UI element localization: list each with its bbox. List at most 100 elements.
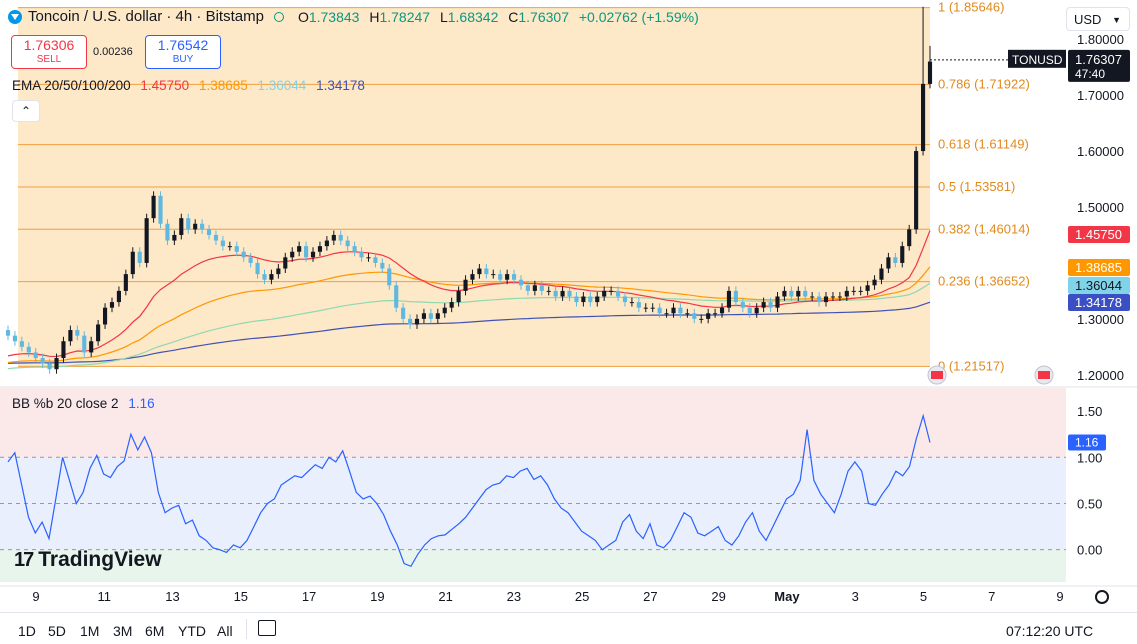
range-1d[interactable]: 1D	[18, 623, 36, 639]
bb-value-tag-text: 1.16	[1075, 436, 1099, 450]
candle	[796, 290, 801, 297]
candle	[747, 307, 752, 314]
x-tick-label: 15	[234, 589, 248, 604]
open-value: 1.73843	[308, 8, 360, 25]
x-tick-label: May	[774, 589, 800, 604]
candle	[262, 274, 267, 280]
candle	[879, 268, 884, 280]
symbol-tag-text: TONUSD	[1012, 53, 1063, 67]
fib-label: 1 (1.85646)	[938, 0, 1005, 15]
symbol-title[interactable]: Toncoin / U.S. dollar · 4h · Bitstamp	[28, 8, 264, 25]
candle	[331, 234, 336, 241]
candle	[220, 240, 225, 247]
candle	[421, 313, 427, 319]
bb-value-tag	[1068, 434, 1106, 451]
bb-tick-label: 0.50	[1077, 496, 1102, 511]
range-5d[interactable]: 5D	[48, 623, 66, 639]
candle	[775, 296, 780, 308]
calendar-icon[interactable]	[258, 620, 276, 636]
range-ytd[interactable]: YTD	[178, 623, 206, 639]
candle	[442, 307, 447, 314]
range-3m[interactable]: 3M	[113, 623, 133, 639]
candle	[768, 302, 773, 308]
candle	[900, 246, 905, 263]
candle	[54, 358, 59, 370]
candle	[498, 274, 503, 280]
candle	[823, 296, 829, 303]
y-tick-label: 1.70000	[1077, 88, 1124, 103]
candle	[276, 268, 281, 275]
price-chart[interactable]: 1 (1.85646) 0.786 (1.71922) 0.618 (1.61149…	[0, 0, 1137, 612]
candle	[317, 246, 323, 252]
candle	[484, 268, 489, 275]
collapse-legend-button[interactable]: ⌃	[12, 100, 40, 122]
range-1m[interactable]: 1M	[80, 623, 100, 639]
candle	[408, 318, 413, 325]
fib-label: 0.382 (1.46014)	[938, 221, 1030, 236]
buy-button[interactable]: 1.76542 BUY	[145, 35, 221, 69]
market-status-icon[interactable]	[273, 11, 284, 22]
candle	[505, 274, 510, 280]
bottom-toolbar: 1D 5D 1M 3M 6M YTD All 07:12:20 UTC	[0, 612, 1137, 644]
candle	[609, 290, 614, 292]
candle	[581, 296, 586, 303]
bb-legend[interactable]: BB %b 20 close 2 1.16	[12, 396, 155, 411]
toolbar-divider	[246, 619, 247, 639]
candle	[75, 330, 80, 336]
candle	[359, 251, 364, 258]
candle	[186, 218, 191, 230]
settings-gear-icon[interactable]	[1095, 590, 1109, 604]
buy-label: BUY	[172, 54, 194, 65]
candle	[602, 290, 607, 297]
candle	[144, 218, 149, 263]
utc-clock[interactable]: 07:12:20 UTC	[1006, 623, 1094, 639]
candle	[872, 279, 877, 286]
candle	[165, 223, 170, 241]
sell-button[interactable]: 1.76306 SELL	[11, 35, 87, 69]
x-tick-label: 27	[643, 589, 657, 604]
buy-price: 1.76542	[157, 37, 209, 53]
candle	[622, 296, 628, 303]
candle	[40, 358, 45, 364]
symbol-tag-bg	[1008, 49, 1066, 68]
ohlc-values: O1.73843 H1.78247 L1.68342 C1.76307 +0.0…	[297, 8, 699, 25]
candle	[151, 195, 156, 219]
ema200-line	[7, 301, 931, 364]
candle	[858, 290, 863, 292]
close-value: 1.76307	[518, 8, 569, 25]
candle	[636, 302, 641, 308]
candle	[511, 274, 517, 280]
x-tick-label: 23	[507, 589, 521, 604]
candle	[699, 318, 704, 320]
candle	[830, 296, 836, 298]
candle	[789, 290, 794, 297]
candle	[158, 195, 163, 224]
candle	[844, 290, 849, 297]
candle	[463, 279, 468, 291]
candle	[380, 262, 385, 269]
candle	[12, 335, 17, 342]
ema-legend[interactable]: EMA 20/50/100/200 1.45750 1.38685 1.3604…	[12, 78, 371, 93]
candle	[719, 307, 725, 314]
candle	[82, 335, 87, 353]
candle	[283, 257, 288, 269]
y-tick-label: 1.50000	[1077, 200, 1124, 215]
price-tag-bg	[1068, 49, 1130, 82]
ema20-value: 1.45750	[140, 78, 190, 93]
candle	[109, 302, 115, 308]
candle	[394, 285, 399, 308]
tradingview-logo[interactable]: 17 TradingView	[14, 548, 162, 572]
candle	[650, 307, 655, 309]
candle	[525, 285, 530, 291]
candle	[19, 341, 24, 347]
candle	[227, 246, 232, 248]
currency-label: USD	[1074, 12, 1102, 27]
currency-select[interactable]: USD ▼	[1066, 7, 1130, 31]
price-tag-value: 1.76307	[1075, 52, 1122, 67]
candle	[865, 285, 870, 291]
tradingview-wordmark: TradingView	[38, 548, 162, 571]
range-6m[interactable]: 6M	[145, 623, 165, 639]
candle	[615, 290, 621, 297]
candle	[304, 246, 309, 258]
range-all[interactable]: All	[217, 623, 233, 639]
